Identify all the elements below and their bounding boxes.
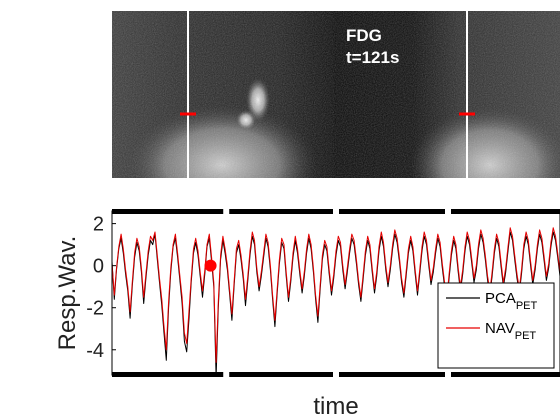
plot-frame <box>111 209 560 377</box>
respiratory-chart: -4 -2 0 2 PCAPET NAVPET Resp.Wav. time <box>54 209 560 420</box>
time-label: t=121s <box>346 48 399 67</box>
legend-box <box>437 282 555 369</box>
y-axis-ticks: -4 -2 0 2 <box>86 214 116 362</box>
plot-top-gap-2 <box>445 209 451 214</box>
y-tick-label: -4 <box>86 340 104 362</box>
image-noise <box>112 11 560 178</box>
legend-label-nav: NAVPET <box>485 320 536 342</box>
tracer-label: FDG <box>346 26 382 45</box>
plot-bottom-gap-2 <box>445 372 451 377</box>
x-axis-label: time <box>313 393 358 420</box>
y-axis-label: Resp.Wav. <box>54 236 81 351</box>
pet-image-panel <box>112 11 560 178</box>
series-line-nav <box>112 227 560 363</box>
series-layer <box>112 227 560 375</box>
y-tick-label: -2 <box>86 298 104 320</box>
plot-top-gap-0 <box>223 209 230 214</box>
y-tick-label: 0 <box>93 256 104 278</box>
plot-bottom-gap-0 <box>223 372 230 377</box>
plot-bottom-gap-1 <box>333 372 339 377</box>
y-tick-label: 2 <box>93 214 104 236</box>
plot-top-gap-1 <box>333 209 339 214</box>
legend: PCAPET NAVPET <box>437 282 555 369</box>
legend-label-pca: PCAPET <box>485 290 538 312</box>
current-time-marker[interactable] <box>204 259 217 272</box>
